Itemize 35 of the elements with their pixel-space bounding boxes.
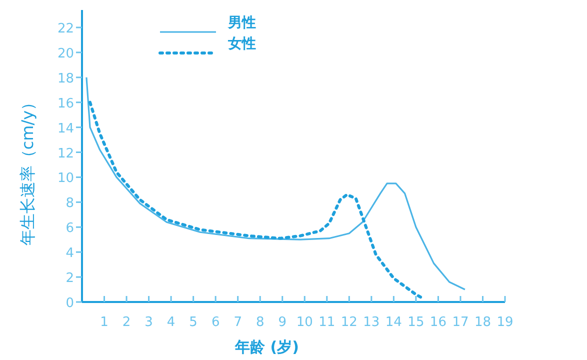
y-tick-label: 22 [57, 21, 74, 36]
y-axis-title: 年生长速率（cm/y） [18, 94, 37, 246]
y-tick-label: 18 [57, 71, 74, 86]
x-axis-title: 年龄 (岁) [234, 338, 299, 356]
x-tick-label: 19 [496, 315, 514, 330]
y-tick-label: 16 [57, 96, 74, 112]
x-tick-label: 13 [363, 315, 380, 330]
y-tick-label: 20 [57, 46, 74, 62]
y-tick-label: 6 [66, 221, 74, 236]
y-tick-label: 0 [66, 296, 74, 311]
x-tick-label: 15 [408, 315, 424, 330]
x-tick-label: 7 [234, 315, 242, 330]
legend-label: 男性 [227, 15, 256, 31]
y-tick-label: 10 [57, 171, 74, 186]
x-tick-label: 12 [340, 315, 358, 330]
x-tick-label: 17 [452, 315, 469, 330]
x-tick-label: 1 [100, 315, 108, 330]
x-tick-label: 10 [296, 315, 313, 330]
x-tick-label: 8 [256, 315, 264, 330]
legend-label: 女性 [227, 36, 256, 52]
x-tick-label: 5 [189, 315, 198, 330]
y-tick-label: 14 [57, 121, 74, 136]
x-tick-label: 4 [166, 315, 176, 330]
x-tick-label: 18 [474, 315, 492, 330]
x-tick-label: 2 [122, 315, 131, 330]
x-tick-label: 3 [144, 315, 153, 330]
x-tick-label: 11 [318, 315, 336, 330]
y-tick-label: 4 [66, 246, 74, 262]
y-tick-label: 12 [57, 146, 74, 162]
y-tick-label: 8 [66, 196, 74, 212]
x-tick-label: 16 [430, 315, 446, 330]
x-tick-label: 9 [278, 315, 287, 330]
y-tick-label: 2 [66, 271, 74, 286]
x-tick-label: 14 [385, 315, 402, 330]
x-tick-label: 6 [211, 315, 220, 330]
